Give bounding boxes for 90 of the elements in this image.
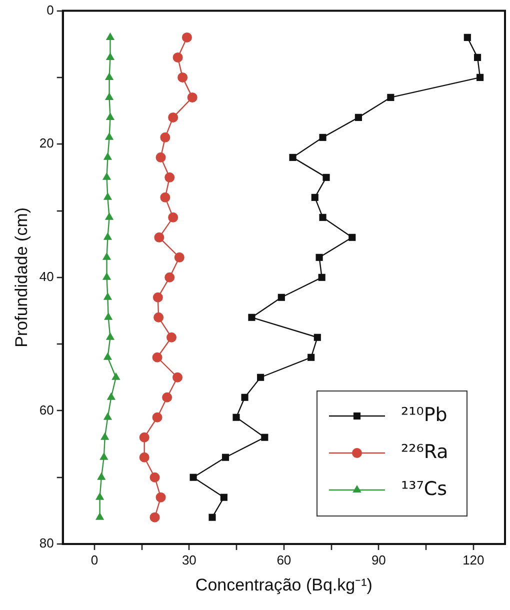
point (222, 454, 230, 461)
point (162, 392, 172, 402)
point (172, 372, 182, 382)
point (104, 72, 114, 80)
legend-label: ¹³⁷Cs (401, 478, 448, 500)
point (308, 354, 315, 361)
point (100, 432, 110, 440)
point (104, 312, 113, 320)
point (150, 472, 160, 482)
point (152, 352, 162, 362)
x-tick-label: 0 (90, 552, 98, 568)
point (348, 234, 356, 241)
point (476, 74, 484, 81)
point (474, 54, 482, 61)
legend-label: ²²⁶Ra (401, 440, 448, 463)
point (95, 492, 104, 500)
point (112, 372, 120, 380)
point (261, 434, 268, 441)
point (168, 212, 178, 222)
x-tick-label: 90 (371, 552, 386, 568)
point (464, 34, 471, 41)
y-axis-title: Profundidade (cm) (12, 207, 31, 348)
point (182, 32, 192, 42)
point (187, 92, 198, 102)
point (156, 152, 166, 162)
point (220, 494, 228, 501)
point (154, 232, 164, 242)
point (139, 432, 150, 442)
point (106, 332, 115, 340)
x-axis-title: Concentração (Bq.kg⁻¹) (195, 575, 372, 594)
point (102, 172, 112, 180)
point (156, 492, 166, 502)
point (354, 114, 362, 121)
point (160, 192, 170, 202)
point (322, 174, 330, 181)
point (160, 132, 170, 142)
point (106, 32, 115, 40)
point (168, 112, 178, 122)
point (154, 312, 164, 322)
point (104, 132, 114, 140)
point (232, 414, 240, 421)
point (95, 512, 104, 520)
point (103, 412, 112, 420)
point (311, 194, 318, 201)
y-tick-label: 40 (39, 268, 54, 284)
point (103, 192, 112, 200)
point (190, 474, 197, 481)
point (106, 392, 116, 400)
point (174, 252, 184, 262)
legend-label: ²¹⁰Pb (401, 404, 448, 426)
point (100, 452, 108, 460)
y-tick-label: 20 (39, 136, 54, 151)
point (319, 214, 326, 221)
point (257, 374, 264, 381)
point (152, 412, 162, 422)
point (103, 352, 112, 360)
point (97, 472, 106, 480)
point (278, 294, 285, 301)
point (314, 334, 321, 341)
point (150, 512, 160, 522)
point (208, 514, 216, 521)
point (139, 452, 150, 462)
point (102, 272, 112, 280)
point (106, 112, 115, 120)
y-tick-label: 80 (39, 536, 54, 551)
y-tick-label: 60 (39, 402, 54, 418)
point (104, 212, 114, 220)
point (166, 332, 176, 342)
point (164, 272, 175, 282)
point (103, 292, 112, 300)
point (289, 154, 296, 161)
point (102, 252, 112, 260)
y-tick-label: 0 (46, 2, 54, 18)
point (172, 52, 183, 62)
point (319, 134, 326, 141)
point (164, 172, 175, 182)
point (104, 92, 114, 100)
point (241, 394, 248, 401)
point (152, 292, 163, 302)
x-tick-label: 30 (182, 552, 196, 568)
point (387, 94, 394, 101)
point (103, 152, 112, 160)
point (318, 274, 326, 281)
x-tick-label: 60 (276, 552, 292, 568)
point (106, 52, 115, 60)
x-tick-label: 120 (462, 552, 484, 568)
point (178, 72, 188, 82)
point (103, 232, 112, 240)
point (248, 314, 256, 321)
point (316, 254, 323, 261)
